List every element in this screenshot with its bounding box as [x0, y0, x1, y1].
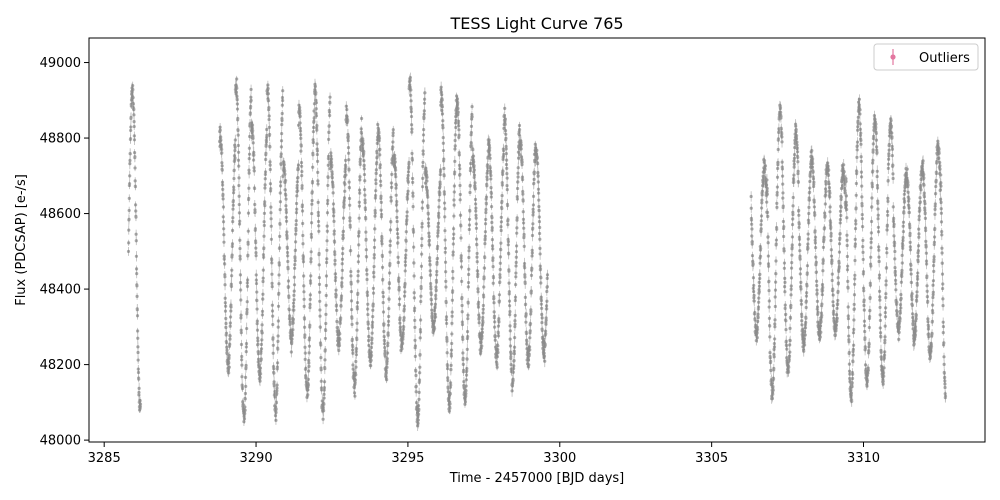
- y-axis-label: Flux (PDCSAP) [e-/s]: [14, 174, 29, 306]
- y-tick-label: 48800: [40, 132, 81, 147]
- legend: Outliers: [873, 43, 979, 71]
- flux-points: [126, 75, 948, 428]
- y-tick-label: 48000: [40, 434, 81, 449]
- legend-entry-outliers: Outliers: [919, 51, 970, 66]
- y-axis: 48000 48200 48400 48600 48800 49000: [40, 56, 89, 449]
- plot-frame: [88, 37, 986, 443]
- chart-title: TESS Light Curve 765: [449, 14, 623, 33]
- data-points: [126, 72, 948, 431]
- y-tick-label: 48200: [40, 358, 81, 373]
- x-axis: 3285 3290 3295 3300 3305 3310: [88, 442, 880, 466]
- x-tick-label: 3305: [695, 451, 728, 466]
- y-tick-label: 48600: [40, 207, 81, 222]
- x-axis-label: Time - 2457000 [BJD days]: [449, 471, 625, 486]
- x-tick-label: 3295: [391, 451, 424, 466]
- legend-marker: [890, 54, 896, 60]
- x-tick-label: 3285: [88, 451, 121, 466]
- legend-box: [873, 43, 979, 71]
- x-tick-label: 3290: [240, 451, 273, 466]
- x-tick-label: 3310: [847, 451, 880, 466]
- x-tick-label: 3300: [543, 451, 576, 466]
- y-tick-label: 49000: [40, 56, 81, 71]
- y-tick-label: 48400: [40, 283, 81, 298]
